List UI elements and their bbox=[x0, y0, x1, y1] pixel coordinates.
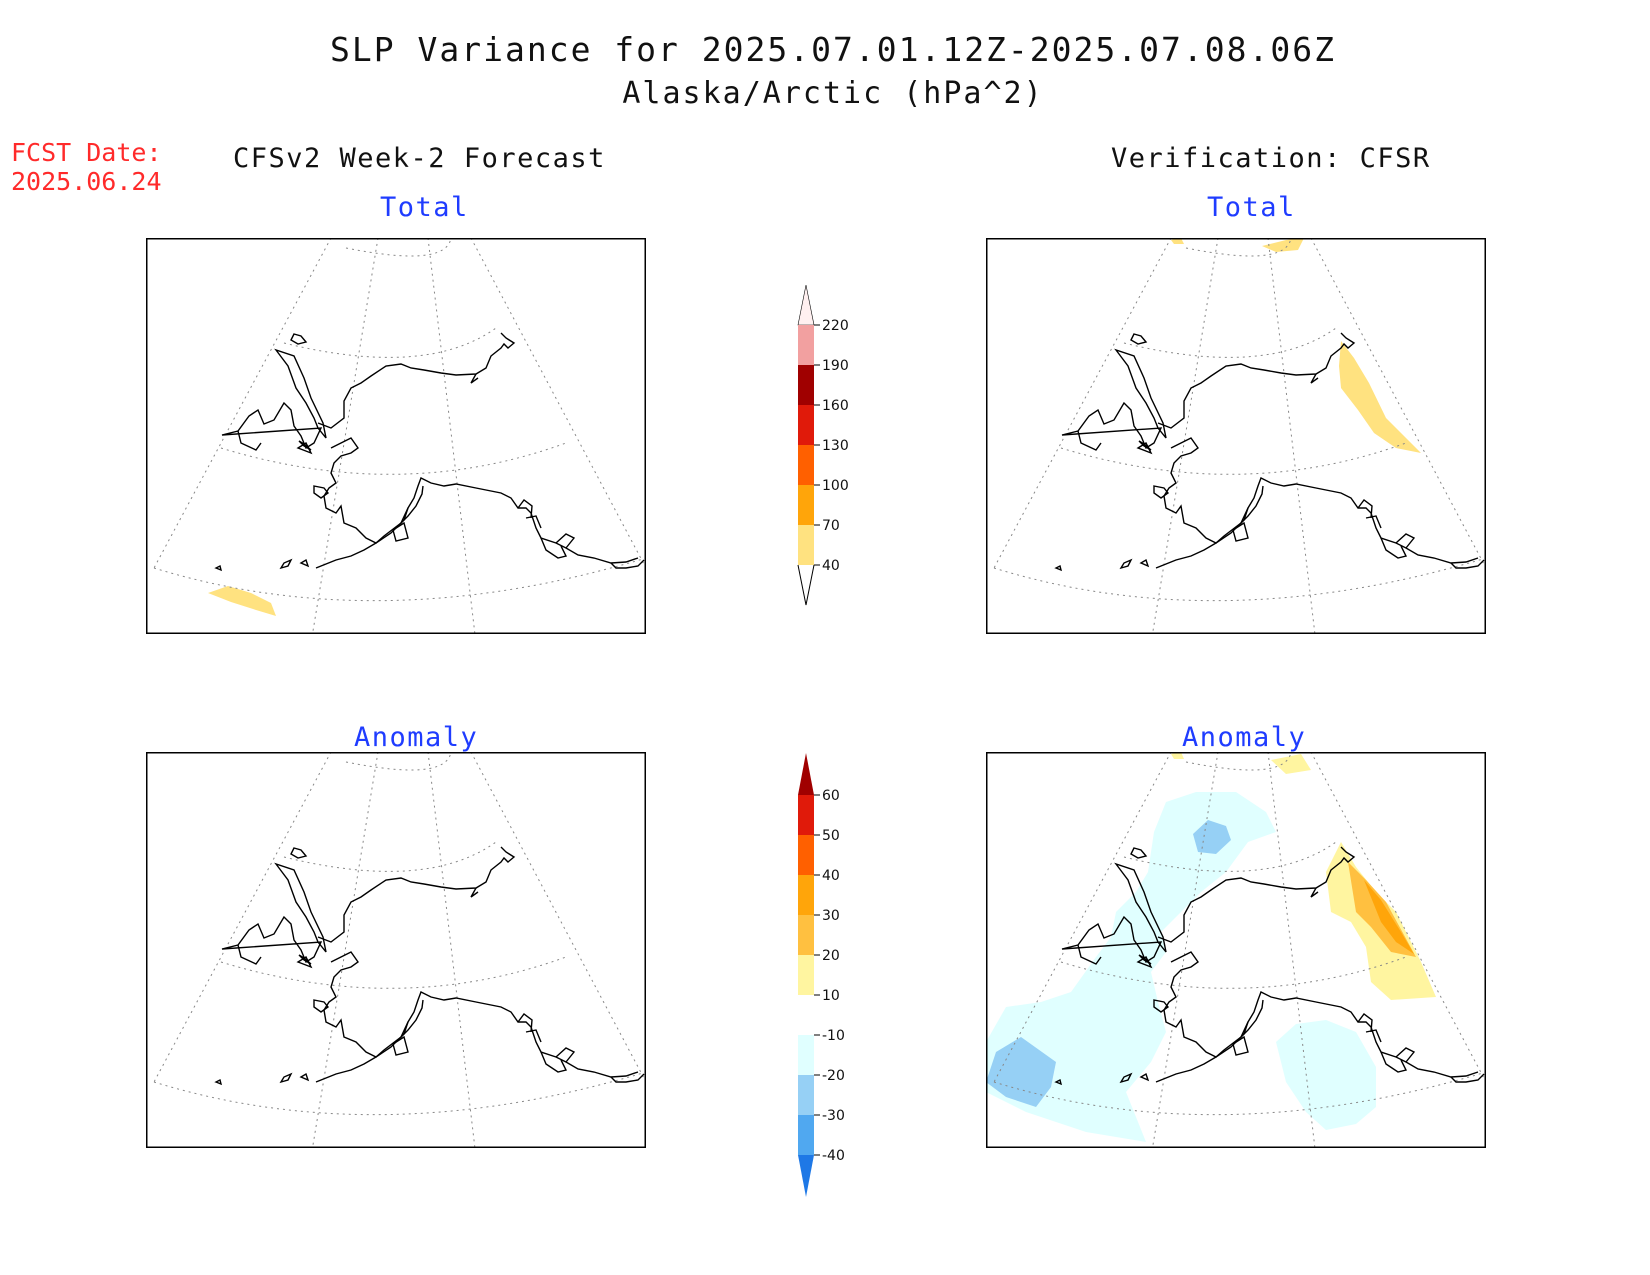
colorbar-total-swatch bbox=[798, 365, 814, 405]
main-title: SLP Variance for 2025.07.01.12Z-2025.07.… bbox=[330, 30, 1336, 69]
colorbar-total-tick-label: 100 bbox=[822, 478, 849, 494]
column-header-forecast: CFSv2 Week-2 Forecast bbox=[233, 143, 606, 174]
colorbar-anomaly: 60 50 40 30 20 10 -10 -20 -30 -40 bbox=[798, 753, 845, 1197]
colorbar-anomaly-swatch bbox=[798, 835, 814, 875]
map-verification-anomaly bbox=[986, 752, 1486, 1148]
map-verification-total bbox=[986, 238, 1486, 634]
anomaly-shade-neg20-30 bbox=[1193, 820, 1231, 854]
fcst-date-value: 2025.06.24 bbox=[11, 167, 162, 196]
colorbar-anomaly-tick-label: -40 bbox=[822, 1148, 845, 1164]
colorbar-anomaly-swatch bbox=[798, 995, 814, 1035]
colorbar-anomaly-swatch bbox=[798, 1115, 814, 1155]
map-forecast-total bbox=[146, 238, 646, 634]
anomaly-shade-10-20 bbox=[1271, 754, 1311, 774]
colorbar-total-tick-label: 190 bbox=[822, 358, 849, 374]
subtitle: Alaska/Arctic (hPa^2) bbox=[622, 76, 1044, 111]
colorbar-anomaly-tick-label: 10 bbox=[822, 988, 840, 1004]
colorbar-anomaly-tick-label: -20 bbox=[822, 1068, 845, 1084]
colorbar-anomaly-swatch bbox=[798, 1035, 814, 1075]
colorbar-total-tick-label: 40 bbox=[822, 558, 840, 574]
variance-shade-40-70 bbox=[1262, 238, 1304, 252]
anomaly-shade-neg20-30 bbox=[986, 1037, 1056, 1107]
anomaly-shade-30-40 bbox=[1364, 880, 1414, 954]
colorbar-anomaly-tick-label: 60 bbox=[822, 788, 840, 804]
colorbar-total-swatch bbox=[798, 485, 814, 525]
colorbar-total-tick-label: 160 bbox=[822, 398, 849, 414]
panel-label-verification-anomaly: Anomaly bbox=[1182, 722, 1307, 753]
colorbar-anomaly-swatch bbox=[798, 915, 814, 955]
colorbar-total-bottom-arrow bbox=[797, 564, 815, 606]
colorbar-anomaly-tick-label: -10 bbox=[822, 1028, 845, 1044]
colorbar-anomaly-swatch bbox=[798, 795, 814, 835]
colorbar-anomaly-tick-label: 50 bbox=[822, 828, 840, 844]
column-header-verification: Verification: CFSR bbox=[1111, 143, 1431, 174]
colorbar-total-tick-label: 130 bbox=[822, 438, 849, 454]
colorbar-total-swatch bbox=[798, 445, 814, 485]
colorbar-anomaly-tick-label: 20 bbox=[822, 948, 840, 964]
colorbar-total-swatch bbox=[798, 325, 814, 365]
fcst-date-label: FCST Date: bbox=[11, 138, 162, 167]
colorbar-total-swatch bbox=[798, 405, 814, 445]
colorbar-total-tick-label: 70 bbox=[822, 518, 840, 534]
colorbar-anomaly-bottom-arrow bbox=[798, 1155, 814, 1197]
anomaly-shade-neg10-20 bbox=[1276, 1020, 1376, 1130]
colorbar-total-swatch bbox=[798, 525, 814, 565]
panel-label-forecast-anomaly: Anomaly bbox=[354, 722, 479, 753]
colorbar-anomaly-top-arrow bbox=[798, 753, 814, 795]
variance-shade-40-70 bbox=[1339, 341, 1421, 453]
colorbar-anomaly-swatch bbox=[798, 875, 814, 915]
colorbar-anomaly-tick-label: 40 bbox=[822, 868, 840, 884]
colorbar-total: 220 190 160 130 100 70 40 bbox=[797, 284, 849, 606]
colorbar-anomaly-swatch bbox=[798, 1075, 814, 1115]
colorbar-total-tick-label: 220 bbox=[822, 318, 849, 334]
fcst-date: FCST Date: 2025.06.24 bbox=[11, 138, 162, 196]
colorbar-anomaly-swatch bbox=[798, 955, 814, 995]
map-forecast-anomaly bbox=[146, 752, 646, 1148]
colorbar-anomaly-tick-label: 30 bbox=[822, 908, 840, 924]
colorbar-anomaly-tick-label: -30 bbox=[822, 1108, 845, 1124]
anomaly-shade-10-20 bbox=[1171, 752, 1184, 759]
panel-label-forecast-total: Total bbox=[380, 192, 469, 223]
variance-shade-40-70 bbox=[208, 586, 276, 616]
panel-label-verification-total: Total bbox=[1207, 192, 1296, 223]
anomaly-shade-neg10-20 bbox=[986, 792, 1276, 1142]
colorbar-total-top-arrow bbox=[797, 284, 815, 326]
